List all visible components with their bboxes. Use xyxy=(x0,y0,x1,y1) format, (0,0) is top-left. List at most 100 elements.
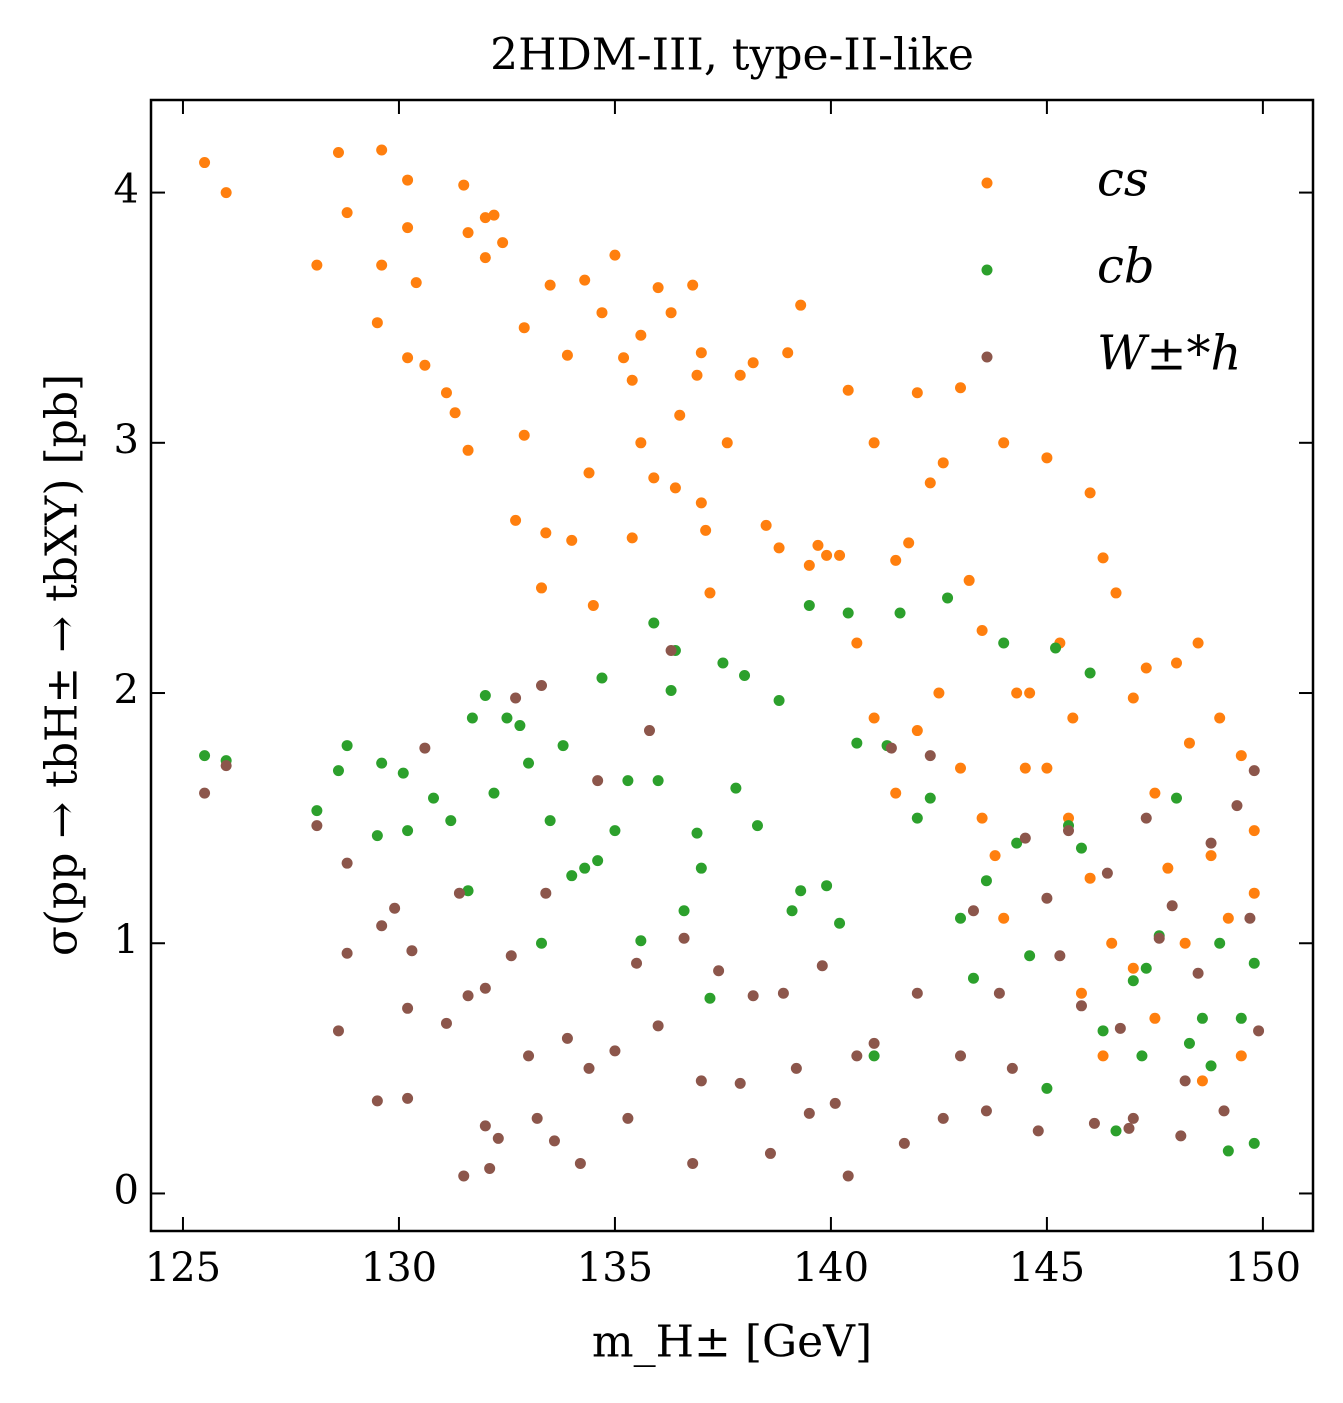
point xyxy=(998,912,1010,924)
point xyxy=(734,1077,746,1089)
point xyxy=(911,387,923,399)
point xyxy=(812,539,824,551)
point xyxy=(687,279,699,291)
point xyxy=(695,347,707,359)
point xyxy=(1222,912,1234,924)
point xyxy=(635,329,647,341)
point xyxy=(618,352,630,364)
point xyxy=(635,437,647,449)
point xyxy=(1222,1145,1234,1157)
point xyxy=(1110,1125,1122,1137)
point xyxy=(998,437,1010,449)
x-tick-label: 145 xyxy=(1009,1245,1085,1291)
point xyxy=(704,587,716,599)
point xyxy=(341,947,353,959)
point xyxy=(626,374,638,386)
y-tick-label: 0 xyxy=(114,1167,139,1213)
point xyxy=(574,1157,586,1169)
point xyxy=(587,599,599,611)
point xyxy=(402,174,414,186)
point xyxy=(1075,842,1087,854)
point xyxy=(1084,487,1096,499)
point xyxy=(544,279,556,291)
point xyxy=(609,825,621,837)
point xyxy=(376,144,388,156)
point xyxy=(566,534,578,546)
point xyxy=(782,347,794,359)
point xyxy=(976,624,988,636)
point xyxy=(1006,1062,1018,1074)
point xyxy=(466,712,478,724)
point xyxy=(1140,812,1152,824)
point xyxy=(695,497,707,509)
point xyxy=(1149,1012,1161,1024)
point xyxy=(773,542,785,554)
point xyxy=(1140,962,1152,974)
point xyxy=(579,274,591,286)
point xyxy=(199,157,211,169)
point xyxy=(402,1002,414,1014)
point xyxy=(704,992,716,1004)
point xyxy=(885,742,897,754)
point xyxy=(311,805,323,817)
point xyxy=(998,637,1010,649)
point xyxy=(665,685,677,697)
point xyxy=(402,825,414,837)
point xyxy=(410,277,422,289)
x-tick-label: 125 xyxy=(145,1245,221,1291)
point xyxy=(440,1017,452,1029)
point xyxy=(1205,837,1217,849)
point xyxy=(674,409,686,421)
point xyxy=(1218,1105,1230,1117)
point xyxy=(1196,1075,1208,1087)
point xyxy=(635,935,647,947)
point xyxy=(821,880,833,892)
point xyxy=(462,444,474,456)
point xyxy=(596,672,608,684)
point xyxy=(561,349,573,361)
point xyxy=(341,740,353,752)
point xyxy=(955,762,967,774)
point xyxy=(449,407,461,419)
point xyxy=(1114,1022,1126,1034)
point xyxy=(652,1020,664,1032)
point xyxy=(402,222,414,234)
point xyxy=(868,1050,880,1062)
point xyxy=(993,987,1005,999)
point xyxy=(1127,975,1139,987)
point xyxy=(678,932,690,944)
point xyxy=(311,820,323,832)
legend-label: W±*h xyxy=(1097,326,1241,382)
point xyxy=(669,482,681,494)
point xyxy=(980,875,992,887)
point xyxy=(1097,1050,1109,1062)
x-tick-label: 135 xyxy=(577,1245,653,1291)
point xyxy=(955,1050,967,1062)
point xyxy=(700,524,712,536)
point xyxy=(1084,872,1096,884)
point xyxy=(341,857,353,869)
point xyxy=(937,1112,949,1124)
point xyxy=(868,712,880,724)
point xyxy=(868,437,880,449)
point xyxy=(739,670,751,682)
point xyxy=(1011,837,1023,849)
point xyxy=(924,750,936,762)
y-tick-label: 2 xyxy=(114,667,139,713)
point xyxy=(557,740,569,752)
point xyxy=(540,527,552,539)
point xyxy=(484,1162,496,1174)
point xyxy=(652,775,664,787)
point xyxy=(821,549,833,561)
point xyxy=(1019,762,1031,774)
point xyxy=(1088,1117,1100,1129)
point xyxy=(536,937,548,949)
point xyxy=(695,1075,707,1087)
point xyxy=(1214,712,1226,724)
point xyxy=(479,982,491,994)
point xyxy=(842,1170,854,1182)
point xyxy=(1084,667,1096,679)
point xyxy=(942,592,954,604)
